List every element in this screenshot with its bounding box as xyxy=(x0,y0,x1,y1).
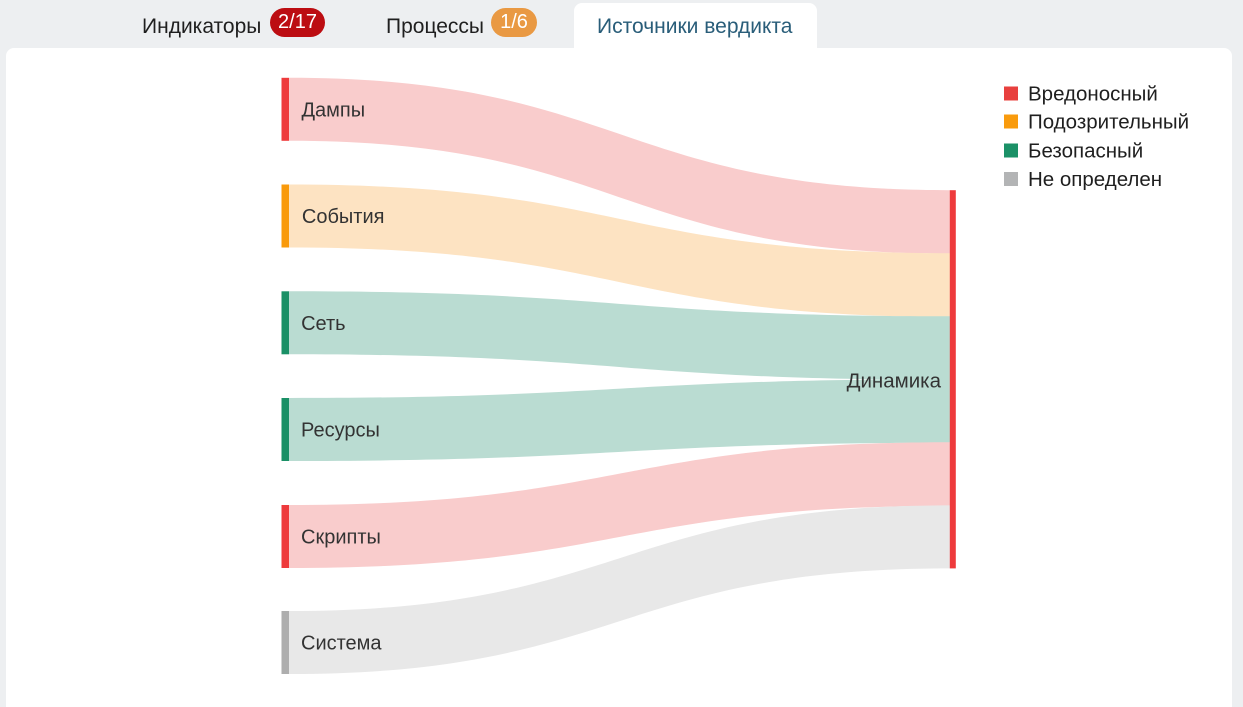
svg-text:Сеть: Сеть xyxy=(301,313,345,335)
svg-text:Безопасный: Безопасный xyxy=(1028,140,1143,163)
svg-text:Система: Система xyxy=(301,633,382,655)
svg-text:Ресурсы: Ресурсы xyxy=(301,420,380,442)
svg-text:Динамика: Динамика xyxy=(847,370,942,393)
svg-text:Дампы: Дампы xyxy=(302,99,366,121)
svg-text:Подозрительный: Подозрительный xyxy=(1028,111,1189,134)
svg-text:Скрипты: Скрипты xyxy=(301,527,381,549)
svg-text:Не определен: Не определен xyxy=(1028,168,1162,191)
svg-text:Вредоносный: Вредоносный xyxy=(1028,83,1158,106)
svg-text:События: События xyxy=(302,206,385,228)
